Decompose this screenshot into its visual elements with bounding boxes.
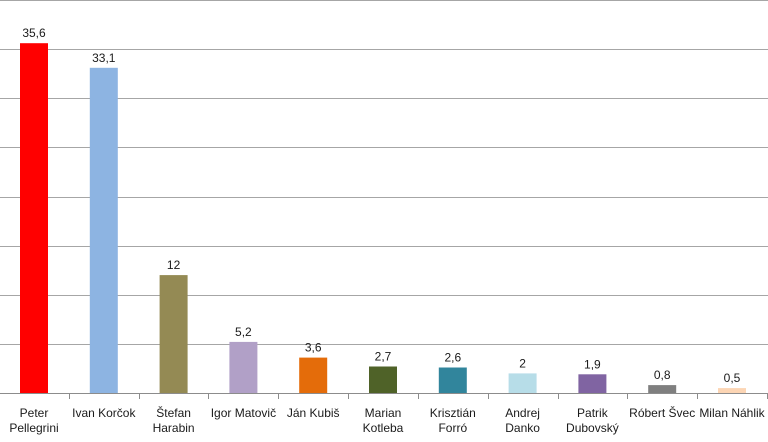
bar xyxy=(438,367,467,393)
data-label: 0,8 xyxy=(654,368,671,382)
data-label: 3,6 xyxy=(305,341,322,355)
x-tick-label: Milan Náhlik xyxy=(699,406,765,420)
x-tick-label: Danko xyxy=(505,421,540,435)
data-label: 2,7 xyxy=(375,350,392,364)
bar xyxy=(159,275,188,393)
bar xyxy=(718,388,746,393)
data-label: 33,1 xyxy=(92,51,116,65)
data-label: 35,6 xyxy=(22,26,46,40)
x-tick-label: Harabin xyxy=(153,421,195,435)
x-tick-label: Forró xyxy=(438,421,467,435)
x-tick-label: Pellegrini xyxy=(9,421,58,435)
data-label: 2,6 xyxy=(444,351,461,365)
bar xyxy=(578,374,607,393)
data-label: 5,2 xyxy=(235,325,252,339)
data-labels: 35,6 33,1 12 5,2 3,6 2,7 2,6 2 1,9 0,8 0,5 xyxy=(22,26,740,385)
x-tick-label: Ivan Korčok xyxy=(72,406,136,420)
bar xyxy=(89,67,118,394)
bars xyxy=(20,43,746,394)
data-label: 12 xyxy=(167,258,181,272)
data-label: 1,9 xyxy=(584,357,601,371)
bar xyxy=(369,366,397,393)
x-tick-label: Krisztián xyxy=(430,406,476,420)
bar xyxy=(648,385,677,393)
x-tick-label: Igor Matovič xyxy=(211,406,276,420)
x-tick-label: Štefan xyxy=(156,405,191,420)
x-tick-label: Dubovský xyxy=(566,421,619,435)
data-label: 2 xyxy=(519,356,526,370)
bar xyxy=(508,373,537,393)
x-tick-label: Róbert Švec xyxy=(629,405,695,420)
x-tick-label: Andrej xyxy=(505,406,540,420)
bar xyxy=(229,341,258,393)
x-tick-label: Patrik xyxy=(577,406,609,420)
x-tick-label: Ján Kubiš xyxy=(287,406,340,420)
bar xyxy=(20,43,48,393)
x-tick-label: Peter xyxy=(20,406,49,420)
data-label: 0,5 xyxy=(724,371,741,385)
x-tick-label: Kotleba xyxy=(363,421,404,435)
x-tick-label: Marian xyxy=(365,406,402,420)
gridlines xyxy=(0,0,768,345)
bar xyxy=(299,357,328,393)
